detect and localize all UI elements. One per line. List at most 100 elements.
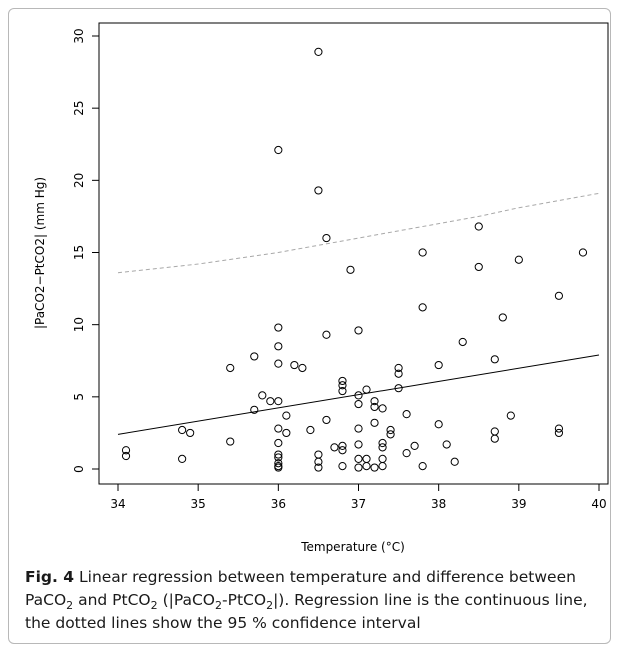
figure-label: Fig. 4 xyxy=(25,568,75,586)
data-point xyxy=(250,352,259,361)
data-point xyxy=(314,463,323,472)
data-point xyxy=(226,363,235,373)
plot-area-border xyxy=(98,22,609,485)
data-point xyxy=(354,440,363,449)
x-tick-label: 37 xyxy=(351,497,366,511)
data-point xyxy=(274,342,283,351)
data-point xyxy=(578,248,588,257)
y-tick-label: 25 xyxy=(72,101,86,116)
data-point xyxy=(490,434,499,443)
data-point xyxy=(338,462,347,471)
data-point xyxy=(418,303,427,312)
data-point xyxy=(354,391,363,400)
data-point xyxy=(274,438,283,448)
caption-sub-4: 2 xyxy=(266,599,274,613)
data-point xyxy=(394,363,403,373)
data-point xyxy=(274,424,283,433)
data-point xyxy=(338,441,347,451)
x-tick-label: 39 xyxy=(511,497,526,511)
data-point xyxy=(402,410,411,419)
data-point xyxy=(186,428,195,438)
data-point xyxy=(378,454,387,463)
x-tick-label: 38 xyxy=(431,497,446,511)
data-point xyxy=(394,369,403,378)
data-point xyxy=(266,397,275,406)
y-tick-label: 5 xyxy=(72,393,86,401)
y-tick-label: 0 xyxy=(72,465,86,473)
x-tick-label: 34 xyxy=(110,497,125,511)
data-point xyxy=(338,376,347,386)
confidence-upper-line xyxy=(117,192,600,274)
data-points xyxy=(121,47,588,472)
data-point xyxy=(554,424,564,433)
data-point xyxy=(386,430,395,439)
data-point xyxy=(121,446,131,455)
data-point xyxy=(514,255,523,264)
x-axis-label: Temperature (°C) xyxy=(300,540,405,554)
data-point xyxy=(474,222,483,231)
data-point xyxy=(322,330,331,339)
data-point xyxy=(490,427,499,436)
data-point xyxy=(330,443,339,452)
data-point xyxy=(314,457,323,466)
data-point xyxy=(250,405,259,414)
data-point xyxy=(314,186,323,195)
data-point xyxy=(274,145,283,155)
data-point xyxy=(354,424,363,433)
data-point xyxy=(121,451,131,461)
data-point xyxy=(450,457,459,466)
data-point xyxy=(554,428,564,438)
data-point xyxy=(274,397,283,406)
data-point xyxy=(394,384,403,393)
y-axis-label: |PaCO2−PtCO2| (mm Hg) xyxy=(33,177,47,329)
data-point xyxy=(386,425,395,435)
caption-text-4: -PtCO xyxy=(222,591,267,609)
x-axis: 34 35 36 37 38 39 40 xyxy=(110,483,607,511)
data-point xyxy=(274,463,283,472)
data-point xyxy=(434,360,443,370)
y-tick-label: 10 xyxy=(72,317,86,332)
data-point xyxy=(274,459,283,468)
data-point xyxy=(354,454,363,463)
data-point xyxy=(282,411,291,420)
x-tick-label: 40 xyxy=(591,497,606,511)
data-point xyxy=(378,462,387,471)
data-point xyxy=(402,449,411,458)
data-point xyxy=(458,337,467,347)
data-point xyxy=(298,363,307,373)
data-point xyxy=(498,313,507,322)
data-point xyxy=(178,425,187,435)
data-point xyxy=(226,437,235,446)
data-point xyxy=(362,454,371,463)
y-tick-label: 30 xyxy=(72,28,86,43)
data-point xyxy=(362,385,371,394)
caption-sub-1: 2 xyxy=(66,599,74,613)
data-point xyxy=(274,359,283,368)
data-point xyxy=(370,402,379,412)
data-point xyxy=(354,399,363,409)
data-point xyxy=(370,463,379,472)
data-point xyxy=(290,360,299,370)
caption-text-2: and PtCO xyxy=(73,591,151,609)
data-point xyxy=(274,323,283,332)
data-point xyxy=(354,326,363,335)
data-point xyxy=(178,454,187,463)
y-tick-label: 15 xyxy=(72,245,86,260)
data-point xyxy=(322,415,331,425)
data-point xyxy=(338,386,347,396)
data-point xyxy=(282,428,291,438)
data-point xyxy=(410,441,419,451)
data-point xyxy=(362,462,371,471)
data-point xyxy=(354,463,363,472)
y-axis: 0 5 10 15 20 25 30 xyxy=(72,28,100,473)
data-point xyxy=(370,418,379,427)
caption-text-1: Linear regression between temperature an… xyxy=(25,568,576,609)
data-point xyxy=(378,404,387,413)
caption-sub-2: 2 xyxy=(150,599,158,613)
data-point xyxy=(338,381,347,390)
data-point xyxy=(338,446,347,455)
data-point xyxy=(258,391,267,400)
caption-sub-3: 2 xyxy=(215,599,223,613)
figure-caption: Fig. 4 Linear regression between tempera… xyxy=(25,566,610,635)
data-point xyxy=(322,233,331,243)
